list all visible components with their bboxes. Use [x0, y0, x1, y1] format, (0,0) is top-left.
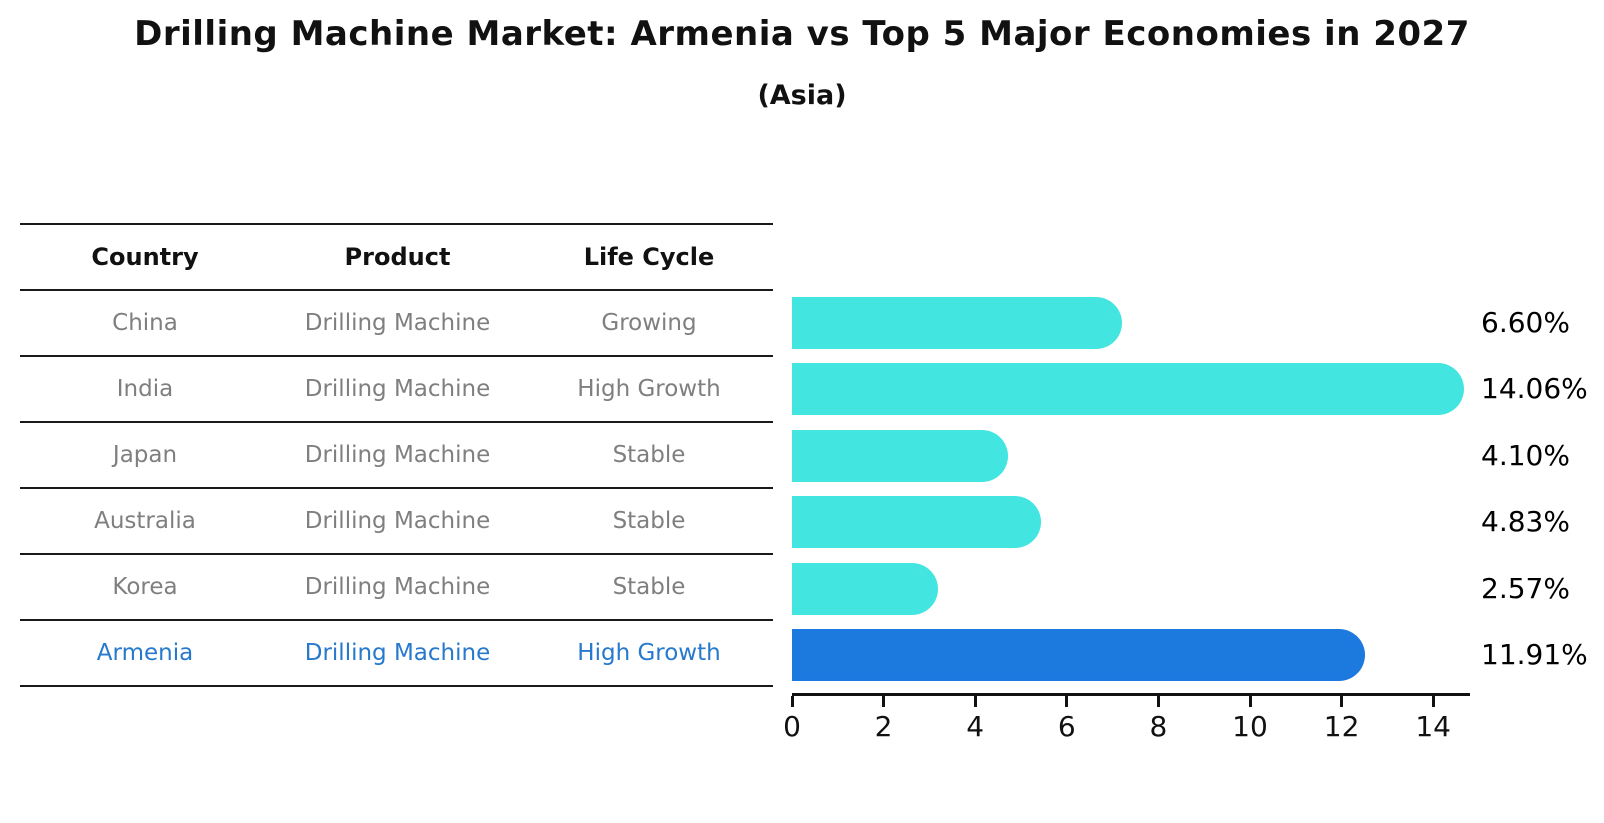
table-row-armenia: Armenia Drilling Machine High Growth: [20, 621, 773, 687]
cell-life-cycle: High Growth: [577, 376, 721, 402]
cell-life-cycle: Stable: [612, 442, 686, 468]
x-tick-label: 8: [1149, 710, 1168, 743]
bar-value-label: 4.10%: [1481, 438, 1570, 472]
cell-country: China: [112, 310, 178, 336]
cell-life-cycle: Stable: [612, 574, 686, 600]
x-tick-mark: [1431, 696, 1435, 707]
table-row-japan: Japan Drilling Machine Stable: [20, 423, 773, 489]
x-tick-mark: [1156, 696, 1160, 707]
cell-product: Drilling Machine: [304, 376, 491, 402]
cell-product: Drilling Machine: [304, 640, 491, 666]
cell-country: India: [116, 376, 174, 402]
cell-life-cycle: Stable: [612, 508, 686, 534]
bar-armenia: [792, 629, 1366, 682]
cell-product: Drilling Machine: [304, 508, 491, 534]
bar-china: [792, 296, 1123, 349]
chart-subtitle: (Asia): [757, 80, 847, 111]
x-tick-label: 2: [874, 710, 893, 743]
x-tick-label: 14: [1415, 710, 1452, 743]
x-tick-label: 6: [1057, 710, 1076, 743]
cell-country: Australia: [94, 508, 196, 534]
bar-value-label: 6.60%: [1481, 305, 1570, 339]
x-tick-label: 12: [1323, 710, 1360, 743]
x-tick-mark: [1340, 696, 1344, 707]
bar-japan: [792, 429, 1008, 482]
column-header-life-cycle: Life Cycle: [583, 243, 715, 271]
chart-title: Drilling Machine Market: Armenia vs Top …: [134, 14, 1470, 54]
column-header-product: Product: [344, 243, 451, 271]
cell-product: Drilling Machine: [304, 442, 491, 468]
table-row-australia: Australia Drilling Machine Stable: [20, 489, 773, 555]
bar-australia: [792, 496, 1042, 549]
table-row-korea: Korea Drilling Machine Stable: [20, 555, 773, 621]
x-tick-label: 4: [966, 710, 985, 743]
x-tick-mark: [973, 696, 977, 707]
x-axis-line: [792, 693, 1470, 696]
x-tick-label: 10: [1232, 710, 1268, 743]
cell-product: Drilling Machine: [304, 310, 491, 336]
bar-korea: [792, 562, 938, 615]
x-tick-mark: [882, 696, 886, 707]
bar-india: [792, 363, 1464, 416]
column-header-country: Country: [91, 243, 199, 271]
table-header-row: Country Product Life Cycle: [20, 225, 773, 291]
x-tick-mark: [1248, 696, 1252, 707]
table-row-india: India Drilling Machine High Growth: [20, 357, 773, 423]
cell-country: Japan: [112, 442, 178, 468]
x-tick-mark: [1065, 696, 1069, 707]
table-row-china: China Drilling Machine Growing: [20, 291, 773, 357]
country-table: Country Product Life Cycle China Drillin…: [20, 223, 773, 687]
x-tick-label: 0: [783, 710, 801, 743]
cell-product: Drilling Machine: [304, 574, 491, 600]
bar-value-label: 4.83%: [1481, 505, 1570, 539]
bar-value-label: 11.91%: [1481, 638, 1588, 672]
cell-country: Armenia: [96, 640, 194, 666]
cell-life-cycle: High Growth: [577, 640, 721, 666]
bar-value-label: 14.06%: [1481, 372, 1588, 406]
x-tick-mark: [790, 696, 794, 707]
cell-life-cycle: Growing: [601, 310, 697, 336]
cell-country: Korea: [112, 574, 178, 600]
bar-value-label: 2.57%: [1481, 571, 1570, 605]
